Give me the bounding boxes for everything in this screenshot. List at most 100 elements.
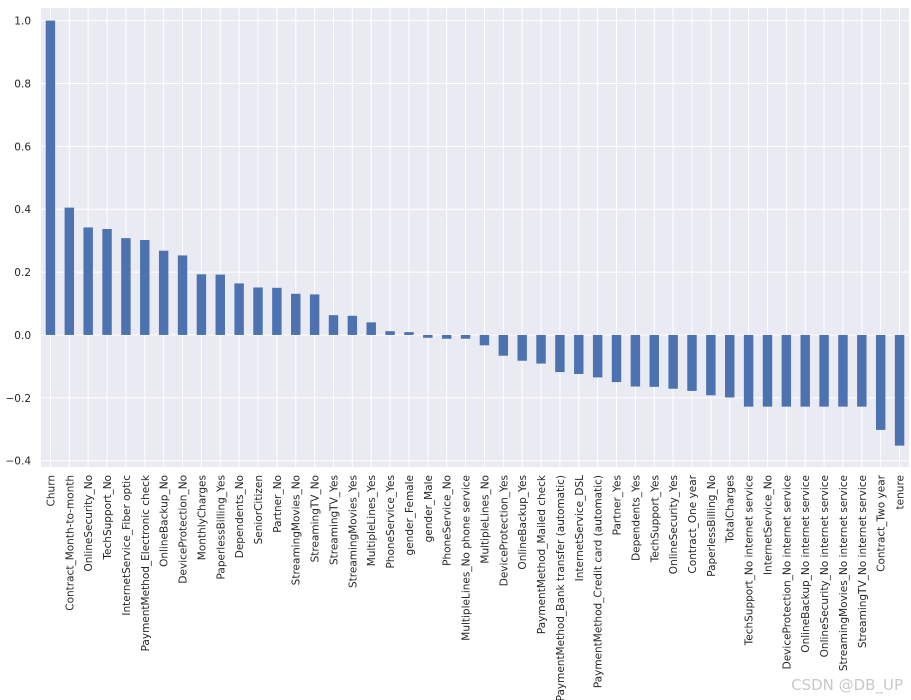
x-tick-label: OnlineSecurity_No [83,475,95,572]
x-tick-label: MultipleLines_No [479,475,491,564]
bar-dependents-no [234,283,244,335]
x-tick-label: PaymentMethod_Credit card (automatic) [593,475,605,688]
watermark-text: CSDN @DB_UP [791,676,903,694]
bar-paymentmethod-credit-card-automatic- [592,334,603,378]
bar-contract-two-year [875,334,886,430]
bar-paymentmethod-mailed-check [536,334,546,364]
bar-onlinesecurity-yes [668,334,678,389]
x-tick-label: gender_Female [404,475,416,555]
y-tick-label: 0.0 [14,330,31,342]
x-tick-label: PhoneService_Yes [385,475,397,569]
x-tick-label: Partner_Yes [612,475,624,535]
bar-churn [45,20,56,335]
x-tick-label: Partner_No [272,475,284,533]
bar-totalcharges [725,334,735,398]
bar-streamingmovies-yes [347,315,358,335]
x-tick-label: gender_Male [423,475,435,542]
x-tick-label: tenure [895,475,907,509]
bar-paperlessbilling-yes [215,274,225,335]
bar-onlinebackup-no [158,250,169,335]
bar-internetservice-no [762,334,773,407]
bar-multiplelines-no-phone-service [460,334,471,339]
x-tick-label: Dependents_No [234,475,246,558]
bar-streamingmovies-no [291,293,301,335]
y-axis-tick-labels: −0.4 −0.2 0.0 0.2 0.4 0.6 0.8 1.0 [6,16,32,468]
x-tick-label: TechSupport_No internet service [744,475,756,646]
x-tick-label: PaymentMethod_Mailed check [536,474,548,634]
x-tick-label: PaymentMethod_Bank transfer (automatic) [555,475,567,700]
x-tick-label: StreamingMovies_Yes [347,475,359,588]
x-tick-label: MultipleLines_No phone service [461,475,473,641]
x-tick-label: TotalCharges [725,475,737,544]
bar-multiplelines-yes [366,322,376,335]
x-tick-label: TechSupport_No [102,475,114,561]
x-tick-label: StreamingMovies_No internet service [838,475,850,671]
x-tick-label: Dependents_Yes [630,475,642,561]
bar-techsupport-no-internet-service [743,334,754,407]
y-tick-label: 0.6 [14,141,31,153]
y-tick-label: 0.2 [14,267,31,279]
x-tick-label: OnlineSecurity_No internet service [819,475,831,657]
x-tick-label: TechSupport_Yes [649,475,661,563]
bar-monthlycharges [196,274,207,335]
bar-onlinebackup-yes [517,334,527,361]
bar-onlinebackup-no-internet-service [800,334,810,407]
bar-phoneservice-yes [385,331,395,335]
x-tick-label: PaperlessBilling_No [706,475,718,577]
y-tick-label: −0.2 [6,393,32,405]
bar-dependents-yes [630,334,641,387]
x-tick-label: OnlineSecurity_Yes [668,475,680,574]
x-tick-label: InternetService_No [762,475,774,575]
x-axis-tick-labels: Churn Contract_Month-to-month OnlineSecuri… [45,474,906,700]
x-tick-label: MonthlyCharges [196,475,208,560]
bar-paymentmethod-bank-transfer-automatic- [555,334,565,373]
bar-seniorcitizen [253,287,263,335]
x-tick-label: PaperlessBilling_Yes [215,475,227,579]
x-tick-label: Contract_Two year [876,474,888,572]
bar-multiplelines-no [479,334,490,346]
y-tick-label: 0.8 [14,78,31,90]
x-tick-label: StreamingTV_No [310,475,322,562]
bars [45,20,905,446]
x-tick-label: StreamingTV_Yes [328,475,340,565]
bar-contract-one-year [687,334,697,391]
bar-paperlessbilling-no [706,334,716,396]
x-tick-label: DeviceProtection_No [178,475,190,584]
bar-phoneservice-no [441,334,452,339]
bar-paymentmethod-electronic-check [140,240,150,335]
bar-deviceprotection-no-internet-service [781,334,792,407]
bar-streamingtv-yes [328,315,339,335]
bar-streamingtv-no-internet-service [857,334,867,407]
bar-partner-no [272,287,282,335]
y-tick-label: 0.4 [14,204,31,216]
x-tick-label: PhoneService_No [442,475,454,566]
bar-gender-female [404,332,414,335]
x-tick-label: OnlineBackup_No [159,475,171,567]
x-tick-label: DeviceProtection_No internet service [781,475,793,669]
bar-partner-yes [611,334,622,383]
bar-onlinesecurity-no-internet-service [819,334,829,407]
x-tick-label: InternetService_DSL [574,475,586,581]
bar-techsupport-no [102,229,112,335]
x-tick-label: StreamingTV_No internet service [857,475,869,648]
bar-streamingmovies-no-internet-service [838,334,848,407]
x-tick-label: StreamingMovies_No [291,475,303,585]
bar-gender-male [423,334,433,338]
x-tick-label: Churn [45,475,57,506]
x-tick-label: MultipleLines_Yes [366,475,378,566]
bar-internetservice-fiber-optic [121,238,131,335]
bar-streamingtv-no [309,294,320,335]
x-tick-label: OnlineBackup_No internet service [800,475,812,653]
bar-contract-month-to-month [64,207,75,335]
y-tick-label: 1.0 [14,16,31,28]
bar-techsupport-yes [649,334,659,387]
x-tick-label: InternetService_Fiber optic [121,475,133,616]
x-tick-label: Contract_One year [687,474,699,573]
bar-onlinesecurity-no [83,227,93,335]
x-tick-label: Contract_Month-to-month [64,475,76,611]
bar-internetservice-dsl [574,334,584,374]
bar-deviceprotection-no [177,255,188,335]
bar-tenure [894,334,905,446]
